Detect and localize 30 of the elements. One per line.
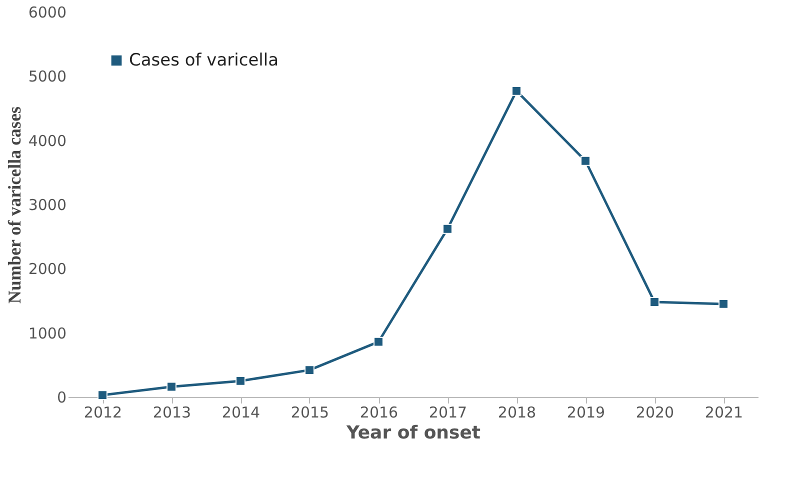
point (580, 156, 590, 166)
legend-label: Cases of varicella (129, 50, 279, 70)
x-tick-label: 2018 (498, 404, 536, 422)
x-tick-label: 2017 (428, 404, 468, 422)
point (374, 336, 384, 347)
point (166, 382, 176, 392)
x-tick-label: 2014 (222, 404, 260, 422)
x-tick-label: 2021 (704, 404, 744, 422)
x-tick-label: 2015 (290, 404, 330, 422)
x-tick-label: 2012 (84, 404, 122, 422)
y-tick-label: 3000 (28, 196, 66, 214)
x-axis-title: Year of onset (345, 422, 481, 444)
point (442, 224, 452, 234)
y-tick-label: 5000 (28, 68, 66, 86)
y-tick-label: 6000 (28, 4, 66, 22)
y-tick-label: 4000 (28, 132, 66, 150)
y-axis-title: Number of varicella cases (4, 106, 24, 304)
point (236, 376, 246, 386)
point (512, 86, 522, 96)
y-tick-label: 0 (56, 388, 66, 406)
y-tick-label: 2000 (28, 260, 66, 278)
y-tick-label: 1000 (28, 324, 66, 342)
point (718, 298, 728, 309)
x-tick-label: 2020 (636, 404, 674, 422)
x-tick-label: 2013 (152, 404, 192, 422)
point (304, 365, 314, 376)
x-tick-label: 2016 (360, 404, 398, 422)
point (98, 390, 108, 400)
point (650, 297, 660, 308)
x-tick-label: 2019 (566, 404, 606, 422)
